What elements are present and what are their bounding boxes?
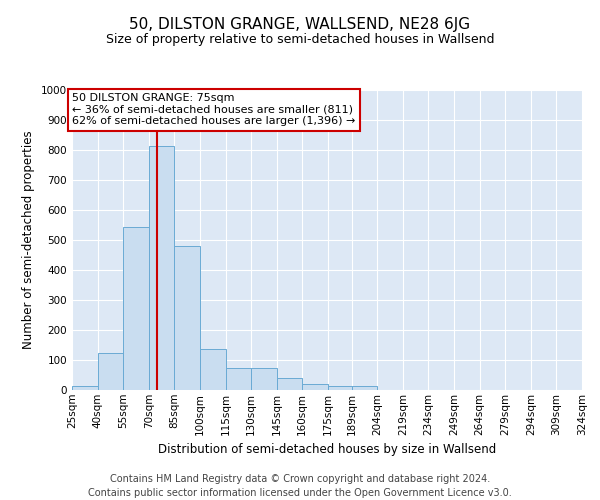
Bar: [98, 352, 123, 390]
Bar: [582, 388, 600, 390]
Bar: [149, 146, 175, 390]
Bar: [175, 246, 200, 390]
Text: Size of property relative to semi-detached houses in Wallsend: Size of property relative to semi-detach…: [106, 32, 494, 46]
Bar: [277, 378, 302, 390]
Bar: [72, 386, 98, 390]
Bar: [123, 226, 149, 390]
Bar: [200, 349, 226, 390]
Text: 50, DILSTON GRANGE, WALLSEND, NE28 6JG: 50, DILSTON GRANGE, WALLSEND, NE28 6JG: [130, 18, 470, 32]
X-axis label: Distribution of semi-detached houses by size in Wallsend: Distribution of semi-detached houses by …: [158, 443, 496, 456]
Text: Contains HM Land Registry data © Crown copyright and database right 2024.
Contai: Contains HM Land Registry data © Crown c…: [88, 474, 512, 498]
Bar: [328, 386, 352, 390]
Y-axis label: Number of semi-detached properties: Number of semi-detached properties: [22, 130, 35, 350]
Text: 50 DILSTON GRANGE: 75sqm
← 36% of semi-detached houses are smaller (811)
62% of : 50 DILSTON GRANGE: 75sqm ← 36% of semi-d…: [72, 93, 355, 126]
Bar: [352, 386, 377, 390]
Bar: [251, 368, 277, 390]
Bar: [226, 368, 251, 390]
Bar: [302, 384, 328, 390]
